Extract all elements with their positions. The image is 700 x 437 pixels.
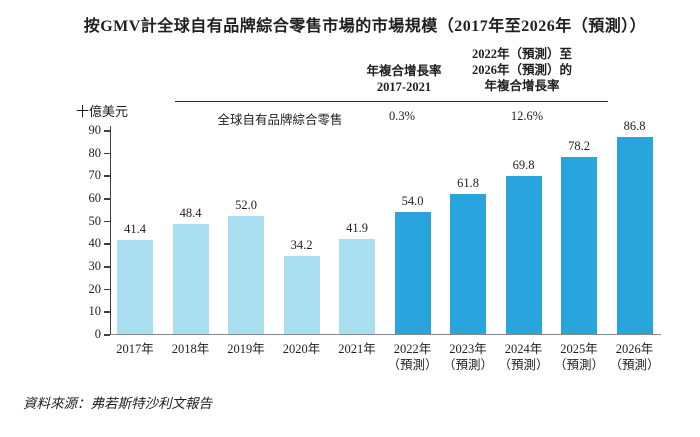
bar-2021年 (339, 239, 375, 334)
x-tick-label-year: 2020年 (282, 342, 321, 356)
y-tick-label: 80 (88, 145, 102, 160)
x-tick-label-year: 2026年 (615, 342, 654, 356)
cagr-header-2022-2026-line1: 2022年（預測）至 (471, 47, 572, 61)
cagr-header-2017-2021-line2: 2017-2021 (376, 80, 432, 94)
bar-2018年 (172, 224, 209, 334)
x-tick-label-forecast-note: （預測） (609, 358, 660, 372)
bar-value-label: 54.0 (401, 193, 424, 208)
y-tick (104, 220, 110, 223)
y-tick (104, 311, 110, 313)
cagr-header-2022-2026-line3: 年複合增長率 (484, 79, 560, 93)
chart-title: 按GMV計全球自有品牌綜合零售市場的市場規模（2017年至2026年（預測）） (83, 18, 647, 35)
x-tick-label-forecast-note: （預測） (442, 358, 493, 372)
x-tick-label-year: 2024年 (504, 342, 543, 356)
bar-value-label: 34.2 (290, 238, 313, 253)
y-tick (104, 198, 110, 200)
y-tick-label: 70 (88, 168, 102, 183)
y-tick (104, 130, 110, 132)
plot-area: 0 10 20 30 40 50 60 70 80 90 41.4 2017年 48.4 2018年 52.… (89, 119, 661, 372)
cagr-row-label: 全球自有品牌綜合零售 (217, 113, 343, 127)
y-tick-label: 30 (88, 259, 102, 273)
x-tick-label-year: 2022年 (393, 342, 432, 356)
cagr-value-2017-2021: 0.3% (388, 109, 416, 123)
y-tick-label: 10 (88, 304, 102, 319)
x-tick-label-year: 2025年 (560, 342, 598, 356)
x-tick-label: 2019年 (212, 341, 280, 357)
x-tick-label: 2026年 （預測） (601, 341, 669, 373)
x-tick-label-year: 2023年 (449, 342, 487, 356)
x-tick-label: 2025年 （預測） (545, 341, 613, 373)
bar-2023年 (450, 193, 486, 334)
cagr-header-2022-2026-line2: 2026年（預測）的 (471, 63, 572, 77)
y-tick-label: 20 (88, 281, 102, 296)
y-tick-label: 60 (88, 191, 102, 205)
x-tick-label-forecast-note: （預測） (387, 358, 438, 372)
cagr-header-2017-2021-line1: 年複合增長率 (366, 64, 442, 78)
bar-2026年 (616, 137, 653, 334)
y-tick (104, 175, 110, 177)
y-tick (104, 288, 110, 291)
x-tick-label: 2022年 （預測） (379, 341, 447, 373)
x-tick-label: 2018年 (157, 341, 225, 357)
cagr-table-rule (175, 101, 608, 102)
bar-value-label: 78.2 (568, 138, 590, 153)
y-tick (104, 243, 110, 245)
x-tick-label-year: 2019年 (227, 342, 265, 356)
bar-value-label: 48.4 (179, 206, 202, 221)
x-tick-label: 2021年 (323, 341, 391, 357)
cagr-header-2017-2021: 年複合增長率 2017-2021 (340, 63, 468, 95)
y-tick (104, 266, 110, 268)
x-tick-label-year: 2018年 (171, 342, 210, 356)
cagr-header-2022-2026: 2022年（預測）至 2026年（預測）的 年複合增長率 (444, 46, 600, 94)
y-tick-label: 50 (88, 213, 102, 228)
bar-value-label: 41.4 (124, 222, 146, 237)
bar-2022年 (394, 211, 431, 334)
y-tick (104, 152, 110, 155)
bar-2020年 (283, 256, 320, 334)
x-tick-label: 2020年 (268, 341, 336, 357)
y-tick-label: 40 (88, 236, 102, 251)
bar-value-label: 86.8 (623, 119, 646, 134)
y-tick-label: 0 (94, 327, 101, 341)
y-tick-label: 90 (88, 123, 102, 137)
source-note: 資料來源：弗若斯特沙利文報告 (23, 396, 212, 411)
x-tick-label: 2024年 （預測） (490, 341, 558, 373)
bar-value-label: 41.9 (346, 221, 368, 236)
bar-2017年 (117, 240, 153, 334)
bar-value-label: 61.8 (457, 175, 479, 190)
y-axis-unit-label: 十億美元 (76, 104, 129, 119)
cagr-value-2022-2026: 12.6% (510, 109, 544, 123)
bar-value-label: 52.0 (235, 198, 257, 213)
x-tick-label-forecast-note: （預測） (553, 358, 604, 372)
y-tick (104, 334, 110, 336)
bar-value-label: 69.8 (512, 157, 535, 172)
bar-2024年 (505, 175, 542, 334)
x-tick-label-year: 2021年 (338, 342, 376, 356)
x-tick-label-forecast-note: （預測） (498, 358, 549, 372)
x-tick-label-year: 2017年 (116, 342, 154, 356)
x-tick-label: 2017年 (101, 341, 169, 357)
x-tick-label: 2023年 （預測） (434, 341, 502, 373)
bar-2019年 (228, 216, 264, 334)
bar-2025年 (561, 156, 597, 334)
